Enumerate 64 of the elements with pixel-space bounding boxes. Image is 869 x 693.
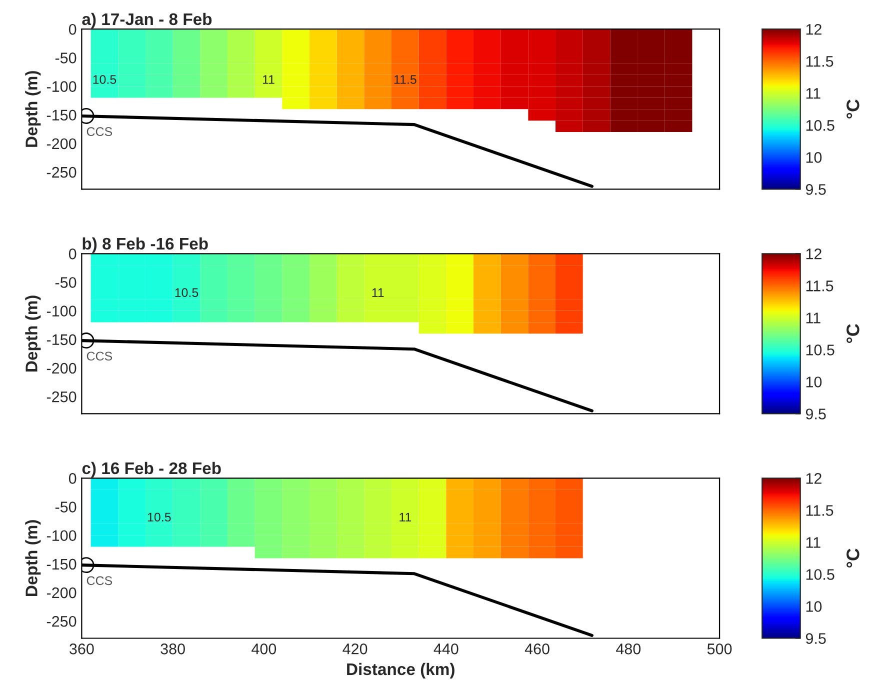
x-tick-label: 380: [160, 644, 185, 654]
color-bar-label: 11.5: [806, 505, 834, 516]
x-tick-label: 360: [70, 644, 94, 654]
x-tick-label: 400: [252, 644, 276, 654]
color-bar-label: 10: [806, 376, 822, 388]
annotation: 11: [400, 512, 412, 522]
y-tick-label: -250: [46, 391, 76, 402]
color-bar-label: 10.5: [806, 344, 834, 356]
chart-title: a) 17-Jan - 8 Feb: [82, 12, 212, 28]
y-tick-label: -150: [46, 558, 76, 570]
annotation: 11.5: [394, 75, 416, 84]
annotation: CCS: [86, 352, 112, 361]
y-tick-label: -150: [46, 334, 76, 346]
y-tick-label: -200: [46, 587, 76, 598]
color-bar-label: 11: [806, 88, 820, 99]
color-bar-label: 11.5: [806, 56, 834, 67]
annotation: CCS: [86, 127, 112, 136]
y-tick-label: -100: [46, 530, 76, 542]
y-axis-title: Depth (m): [25, 520, 41, 596]
color-bar-label: 12: [806, 248, 822, 260]
x-tick-label: 460: [524, 644, 550, 654]
y-tick-label: -50: [55, 277, 76, 288]
x-axis-title: Distance (km): [347, 662, 454, 678]
chart-title: b) 8 Feb -16 Feb: [82, 237, 208, 253]
y-tick-label: -100: [46, 306, 76, 316]
annotation: 11: [372, 288, 384, 297]
color-bar-title: °C: [846, 324, 860, 344]
color-bar-label: 10.5: [806, 569, 834, 580]
color-bar-label: 10.5: [806, 120, 834, 131]
x-tick-label: 500: [707, 644, 732, 654]
color-bar-label: 9.5: [806, 184, 826, 195]
y-axis-title: Depth (m): [25, 296, 41, 372]
color-bar-label: 12: [806, 473, 822, 484]
y-tick-label: 0: [68, 24, 76, 35]
color-bar-label: 9.5: [806, 408, 826, 420]
x-tick-label: 420: [342, 644, 368, 654]
x-tick-label: 480: [616, 644, 641, 654]
color-bar-label: 10: [806, 152, 822, 163]
y-tick-label: 0: [68, 473, 76, 484]
y-tick-label: -50: [55, 52, 76, 64]
annotation: 10.5: [148, 512, 171, 522]
x-tick-label: 440: [434, 644, 458, 654]
y-tick-label: -50: [55, 502, 76, 512]
color-bar-label: 12: [806, 24, 822, 35]
color-bar-title: °C: [846, 100, 860, 118]
y-axis-title: Depth (m): [25, 71, 41, 147]
color-bar-label: 11.5: [806, 280, 834, 292]
color-bar-title: °C: [846, 548, 860, 568]
annotation: 10.5: [93, 75, 116, 84]
y-tick-label: 0: [68, 248, 76, 260]
y-tick-label: -250: [46, 166, 76, 178]
color-bar-label: 11: [806, 537, 820, 548]
annotation: 11: [262, 75, 274, 84]
annotation: 10.5: [175, 288, 198, 298]
y-tick-label: -250: [46, 616, 76, 627]
color-bar-label: 10: [806, 601, 822, 612]
y-tick-label: -200: [46, 362, 76, 374]
y-tick-label: -200: [46, 138, 76, 150]
y-tick-label: -150: [46, 110, 76, 121]
chart-title: c) 16 Feb - 28 Feb: [82, 462, 221, 478]
color-bar-label: 9.5: [806, 633, 826, 644]
annotation: CCS: [86, 576, 112, 586]
color-bar-label: 11: [806, 312, 820, 324]
y-tick-label: -100: [46, 81, 76, 92]
